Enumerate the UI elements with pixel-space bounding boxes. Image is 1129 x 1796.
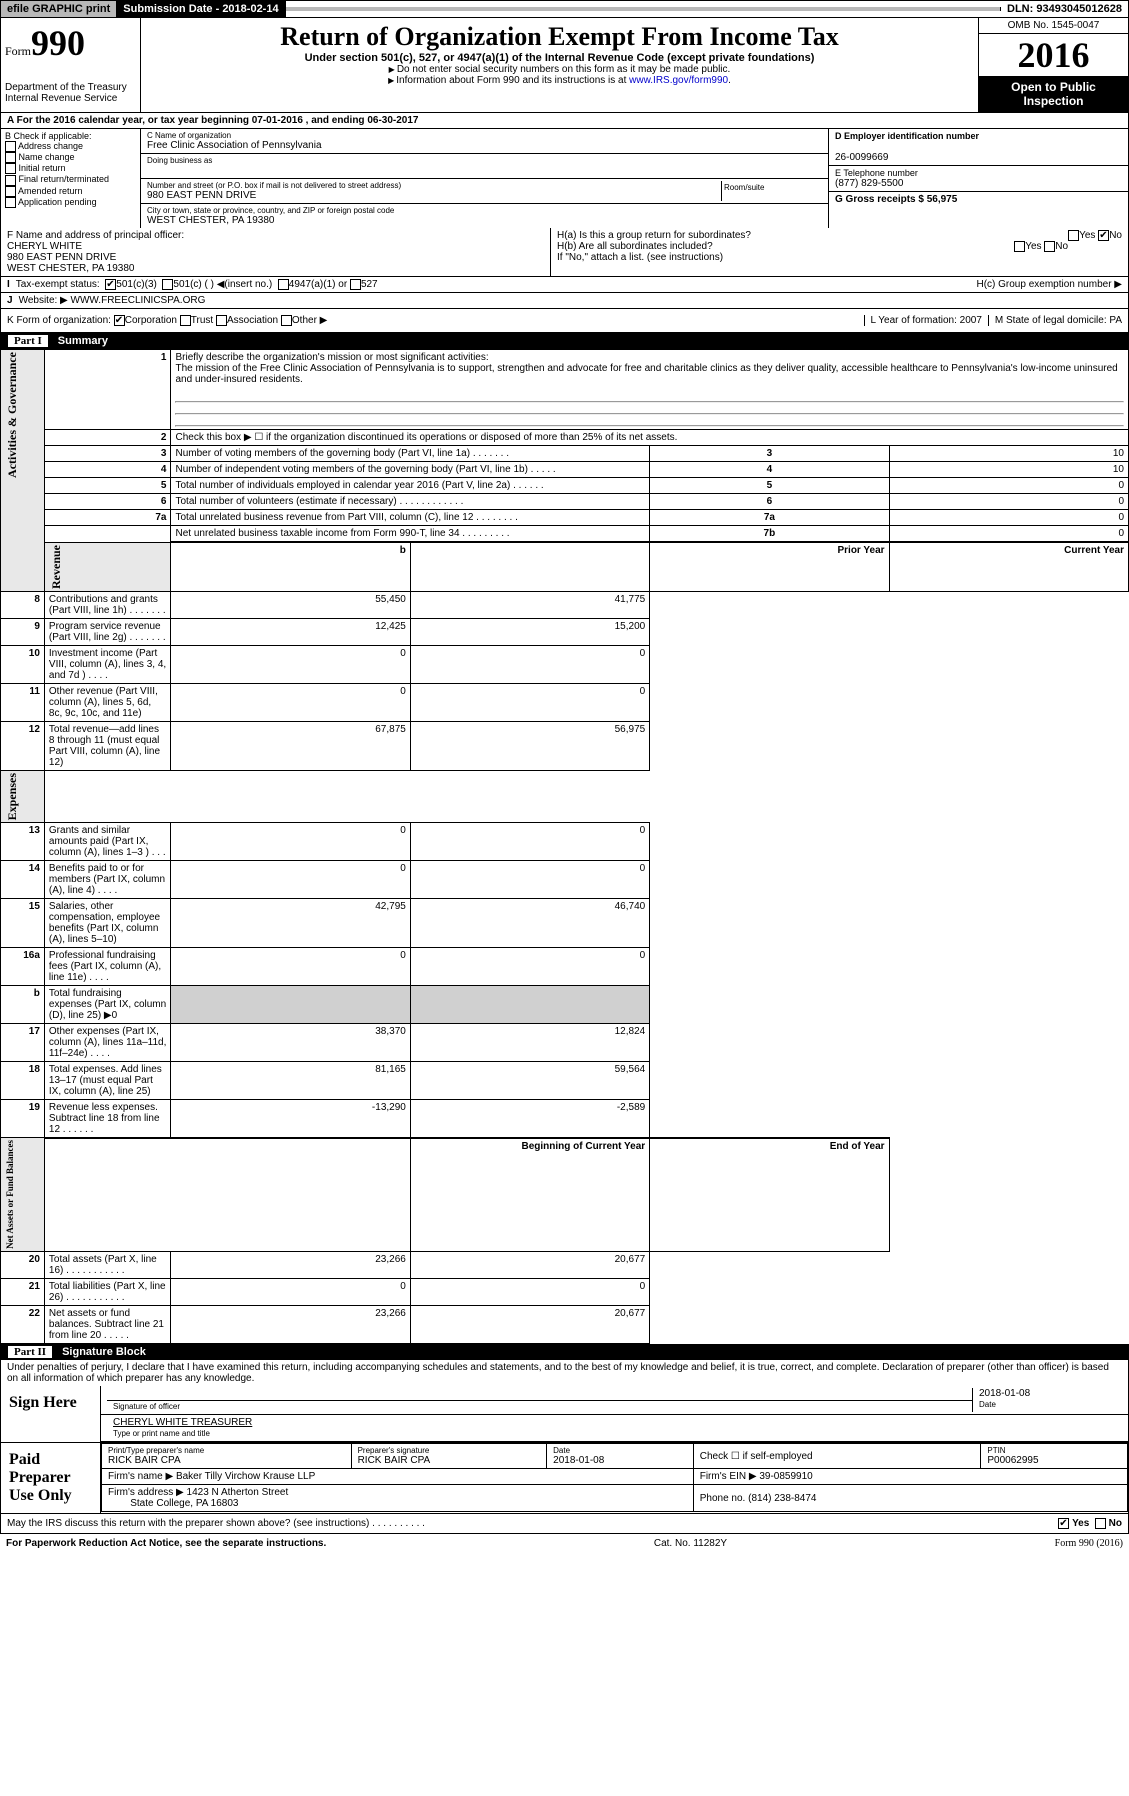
cb-amended[interactable]: Amended return: [5, 186, 136, 197]
city-cell: City or town, state or province, country…: [141, 204, 828, 228]
gross-receipts: G Gross receipts $ 56,975: [829, 192, 1128, 207]
table-row: 12Total revenue—add lines 8 through 11 (…: [1, 721, 1129, 770]
cb-address-change[interactable]: Address change: [5, 141, 136, 152]
side-expenses: Expenses: [5, 773, 20, 820]
street-address: 980 EAST PENN DRIVE: [147, 190, 721, 201]
table-row: 22Net assets or fund balances. Subtract …: [1, 1306, 1129, 1344]
state-domicile: M State of legal domicile: PA: [988, 315, 1122, 326]
part2-header: Part IISignature Block: [0, 1344, 1129, 1360]
table-row: 16aProfessional fundraising fees (Part I…: [1, 947, 1129, 985]
note-ssn: Do not enter social security numbers on …: [149, 64, 970, 75]
org-name-cell: C Name of organization Free Clinic Assoc…: [141, 129, 828, 154]
cb-name-change[interactable]: Name change: [5, 152, 136, 163]
cb-other[interactable]: [281, 315, 292, 326]
paid-preparer-label: Paid Preparer Use Only: [1, 1443, 101, 1513]
h-a: H(a) Is this a group return for subordin…: [557, 230, 1122, 241]
cb-trust[interactable]: [180, 315, 191, 326]
address-cell: Number and street (or P.O. box if mail i…: [141, 179, 828, 204]
table-row: 11Other revenue (Part VIII, column (A), …: [1, 683, 1129, 721]
summary-table: Activities & Governance 1 Briefly descri…: [0, 349, 1129, 1344]
line-i: ITax-exempt status: 501(c)(3) 501(c) ( )…: [0, 277, 1129, 293]
h-b: H(b) Are all subordinates included? Yes …: [557, 241, 1122, 252]
preparer-table: Print/Type preparer's nameRICK BAIR CPA …: [101, 1443, 1128, 1512]
dln: DLN: 93493045012628: [1001, 1, 1128, 17]
efile-label[interactable]: efile GRAPHIC print: [1, 1, 117, 17]
website-value: WWW.FREECLINICSPA.ORG: [71, 295, 206, 306]
table-row: 19Revenue less expenses. Subtract line 1…: [1, 1099, 1129, 1138]
officer-name: CHERYL WHITE: [7, 241, 544, 252]
table-row: bTotal fundraising expenses (Part IX, co…: [1, 985, 1129, 1023]
table-row: 8Contributions and grants (Part VIII, li…: [1, 591, 1129, 618]
h-c: H(c) Group exemption number ▶: [976, 279, 1122, 290]
section-bcd: B Check if applicable: Address change Na…: [0, 129, 1129, 228]
line-j: JWebsite: ▶ WWW.FREECLINICSPA.ORG: [0, 293, 1129, 309]
table-row: 17Other expenses (Part IX, column (A), l…: [1, 1023, 1129, 1061]
h-b-note: If "No," attach a list. (see instruction…: [557, 252, 1122, 263]
fgh-row: F Name and address of principal officer:…: [0, 228, 1129, 277]
ein-cell: D Employer identification number 26-0099…: [829, 129, 1128, 166]
org-name: Free Clinic Association of Pennsylvania: [147, 140, 822, 151]
table-row: 9Program service revenue (Part VIII, lin…: [1, 618, 1129, 645]
year-formation: L Year of formation: 2007: [864, 315, 982, 326]
cb-discuss-yes[interactable]: [1058, 1518, 1069, 1529]
city-state-zip: WEST CHESTER, PA 19380: [147, 215, 822, 226]
tax-year: 2016: [979, 34, 1128, 76]
page-footer: For Paperwork Reduction Act Notice, see …: [0, 1534, 1129, 1553]
discuss-row: May the IRS discuss this return with the…: [1, 1513, 1128, 1533]
perjury-declaration: Under penalties of perjury, I declare th…: [1, 1360, 1128, 1386]
cb-501c3[interactable]: [105, 279, 116, 290]
officer-sig-name: CHERYL WHITE TREASURER: [113, 1417, 1116, 1428]
form-subtitle: Under section 501(c), 527, or 4947(a)(1)…: [149, 52, 970, 64]
cb-527[interactable]: [350, 279, 361, 290]
cb-corp[interactable]: [114, 315, 125, 326]
table-row: 10Investment income (Part VIII, column (…: [1, 645, 1129, 683]
table-row: 21Total liabilities (Part X, line 26) . …: [1, 1279, 1129, 1306]
cb-501c[interactable]: [162, 279, 173, 290]
ein-value: 26-0099669: [835, 152, 1122, 163]
cb-4947[interactable]: [278, 279, 289, 290]
sign-here-label: Sign Here: [1, 1386, 101, 1442]
phone-cell: E Telephone number (877) 829-5500: [829, 166, 1128, 192]
table-row: 13Grants and similar amounts paid (Part …: [1, 822, 1129, 860]
table-row: 20Total assets (Part X, line 16) . . . .…: [1, 1252, 1129, 1279]
top-bar: efile GRAPHIC print Submission Date - 20…: [0, 0, 1129, 18]
dept-label: Department of the Treasury Internal Reve…: [5, 82, 136, 104]
form-number: Form990: [5, 22, 136, 64]
cb-assoc[interactable]: [216, 315, 227, 326]
omb-number: OMB No. 1545-0047: [979, 18, 1128, 34]
row-a-period: A For the 2016 calendar year, or tax yea…: [0, 113, 1129, 129]
line-k: K Form of organization: Corporation Trus…: [0, 309, 1129, 333]
phone-value: (877) 829-5500: [835, 178, 1122, 189]
dba-cell: Doing business as: [141, 154, 828, 179]
part1-header: Part ISummary: [0, 333, 1129, 349]
side-revenue: Revenue: [49, 545, 64, 589]
side-governance: Activities & Governance: [5, 352, 20, 478]
col-b-checkboxes: B Check if applicable: Address change Na…: [1, 129, 141, 228]
table-row: 18Total expenses. Add lines 13–17 (must …: [1, 1061, 1129, 1099]
form-title: Return of Organization Exempt From Incom…: [149, 22, 970, 52]
open-inspection: Open to Public Inspection: [979, 76, 1128, 112]
form-header: Form990 Department of the Treasury Inter…: [0, 18, 1129, 113]
table-row: 15Salaries, other compensation, employee…: [1, 898, 1129, 947]
irs-link[interactable]: www.IRS.gov/form990: [629, 75, 728, 86]
cb-initial-return[interactable]: Initial return: [5, 163, 136, 174]
note-info: Information about Form 990 and its instr…: [149, 75, 970, 86]
mission-text: The mission of the Free Clinic Associati…: [175, 363, 1124, 385]
table-row: 14Benefits paid to or for members (Part …: [1, 860, 1129, 898]
cb-discuss-no[interactable]: [1095, 1518, 1106, 1529]
side-netassets: Net Assets or Fund Balances: [5, 1140, 15, 1249]
submission-date: Submission Date - 2018-02-14: [117, 1, 285, 17]
cb-final-return[interactable]: Final return/terminated: [5, 174, 136, 185]
signature-block: Under penalties of perjury, I declare th…: [0, 1360, 1129, 1534]
cb-app-pending[interactable]: Application pending: [5, 197, 136, 208]
